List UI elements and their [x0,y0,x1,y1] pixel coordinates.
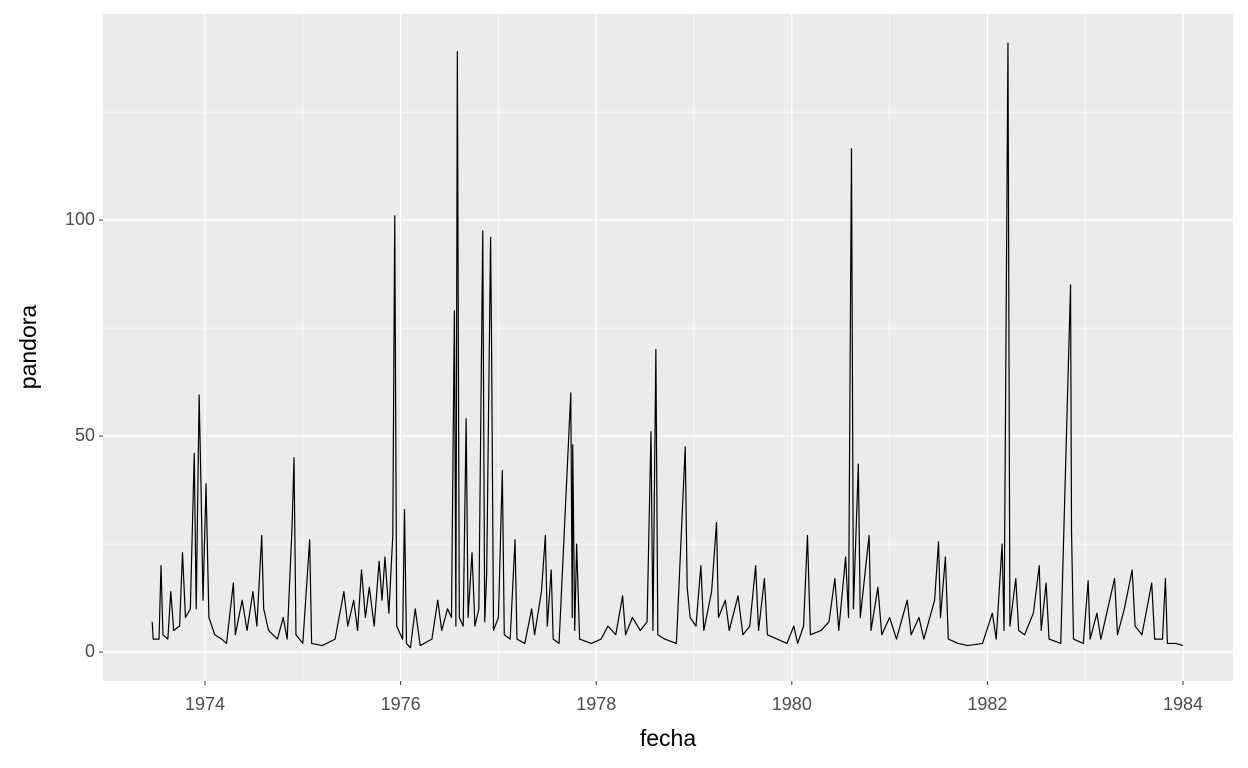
data-line [151,42,1184,649]
y-axis-title: pandora [15,305,41,390]
y-tick-label: 0 [85,641,95,661]
x-tick-label: 1982 [967,694,1007,714]
plot-area [151,42,1184,649]
panel [103,14,1233,681]
x-tick-label: 1978 [576,694,616,714]
x-tick-label: 1974 [185,694,225,714]
x-tick-label: 1976 [381,694,421,714]
x-axis-title: fecha [640,725,696,751]
x-tick-label: 1980 [772,694,812,714]
grid [103,14,1233,681]
y-tick-label: 50 [75,425,95,445]
x-tick-label: 1984 [1163,694,1203,714]
y-tick-label: 100 [65,209,95,229]
